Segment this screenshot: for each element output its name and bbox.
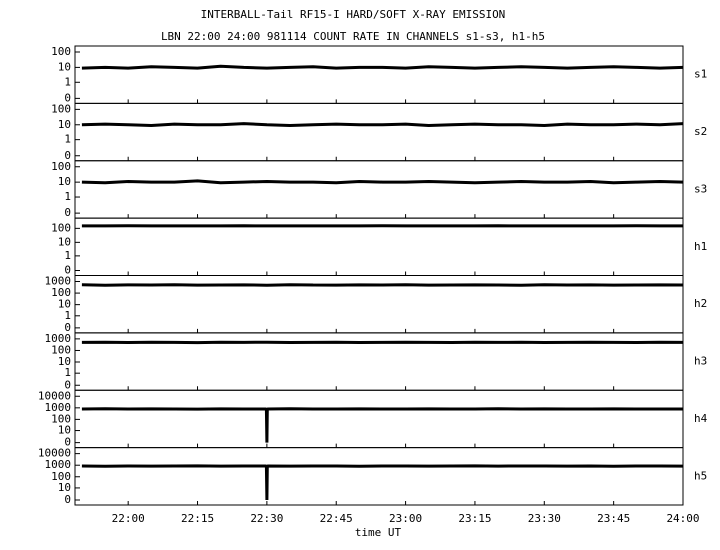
y-tick-label: 1000 (45, 332, 72, 345)
panel-name: h4 (694, 412, 708, 425)
panel-name: h3 (694, 355, 707, 368)
y-tick-label: 10 (58, 118, 71, 131)
y-tick-label: 100 (51, 45, 71, 58)
y-tick-label: 100 (51, 286, 71, 299)
y-tick-label: 1 (64, 366, 71, 379)
y-tick-label: 100 (51, 102, 71, 115)
x-tick-label: 23:15 (458, 512, 491, 525)
y-tick-label: 10 (58, 355, 71, 368)
panel-frame (74, 45, 684, 104)
y-tick-label: 1000 (45, 275, 72, 288)
chart-subtitle: LBN 22:00 24:00 981114 COUNT RATE IN CHA… (161, 30, 545, 43)
x-tick-label: 23:30 (528, 512, 561, 525)
y-tick-label: 100 (51, 412, 71, 425)
panel-name: h2 (694, 297, 707, 310)
panel-name: h1 (694, 240, 707, 253)
panel-frame (74, 389, 684, 449)
panel-frame (74, 102, 684, 162)
panel-frame (74, 160, 684, 219)
y-tick-label: 100 (51, 160, 71, 173)
series-line (81, 407, 683, 443)
y-tick-label: 100 (51, 221, 71, 234)
y-tick-label: 1000 (45, 401, 72, 414)
y-tick-label: 10 (58, 175, 71, 188)
y-tick-label: 0 (64, 493, 71, 506)
y-tick-label: 0 (64, 264, 71, 277)
y-tick-label: 1 (64, 75, 71, 88)
y-tick-label: 100 (51, 470, 71, 483)
x-tick-label: 22:45 (320, 512, 353, 525)
y-tick-label: 0 (64, 378, 71, 391)
y-tick-label: 1 (64, 249, 71, 262)
series-line (81, 464, 684, 501)
y-tick-label: 1 (64, 309, 71, 322)
y-tick-label: 1 (64, 133, 71, 146)
y-tick-label: 0 (64, 436, 71, 449)
y-tick-label: 10 (58, 298, 71, 311)
x-tick-label: 22:30 (250, 512, 283, 525)
series-line (81, 64, 684, 70)
y-tick-label: 10000 (38, 447, 71, 460)
y-tick-label: 1000 (45, 458, 72, 471)
y-tick-label: 10 (58, 60, 71, 73)
panel-frame (74, 447, 684, 506)
y-tick-label: 10 (58, 235, 71, 248)
x-tick-label: 23:00 (389, 512, 422, 525)
chart-title: INTERBALL-Tail RF15-I HARD/SOFT X-RAY EM… (201, 8, 506, 21)
series-line (81, 122, 684, 127)
x-tick-label: 22:15 (181, 512, 214, 525)
y-tick-label: 0 (64, 321, 71, 334)
panel-name: s1 (694, 68, 707, 81)
y-tick-label: 100 (51, 343, 71, 356)
y-tick-label: 10 (58, 424, 71, 437)
series-line (81, 179, 684, 185)
series-line (81, 283, 684, 287)
panel-name: h5 (694, 469, 707, 482)
y-tick-label: 10 (58, 481, 71, 494)
y-tick-label: 1 (64, 190, 71, 203)
x-axis-label: time UT (355, 526, 402, 539)
y-tick-label: 0 (64, 149, 71, 162)
x-tick-label: 22:00 (112, 512, 145, 525)
x-tick-label: 24:00 (666, 512, 699, 525)
x-tick-label: 23:45 (597, 512, 630, 525)
y-tick-label: 0 (64, 206, 71, 219)
y-tick-label: 10000 (38, 389, 71, 402)
panel-name: s2 (694, 125, 707, 138)
panel-name: s3 (694, 182, 707, 195)
y-tick-label: 0 (64, 91, 71, 104)
